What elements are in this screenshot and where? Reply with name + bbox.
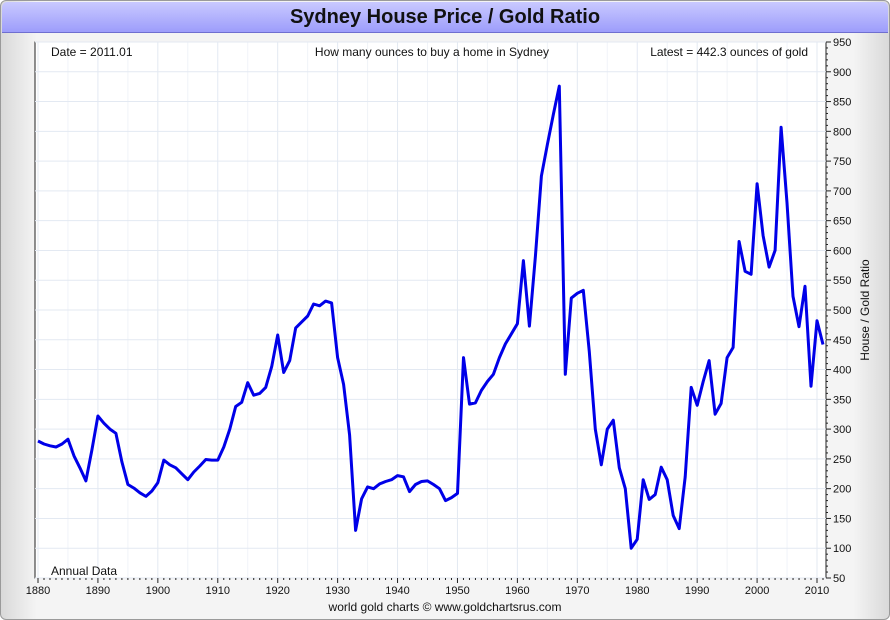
y-tick-label: 550	[833, 275, 851, 287]
grid-lines	[35, 41, 826, 579]
y-tick-label: 450	[833, 335, 851, 347]
x-tick-label: 1930	[325, 585, 349, 597]
x-tick-label: 2010	[805, 585, 829, 597]
x-tick-label: 2000	[745, 585, 769, 597]
frequency-note: Annual Data	[51, 564, 117, 578]
axis-ticks	[37, 41, 831, 583]
x-tick-label: 1980	[625, 585, 649, 597]
y-tick-label: 300	[833, 424, 851, 436]
x-tick-label: 1940	[385, 585, 409, 597]
x-tick-label: 1970	[565, 585, 589, 597]
y-tick-label: 50	[833, 573, 845, 585]
y-tick-label: 150	[833, 513, 851, 525]
chart-subtitle: How many ounces to buy a home in Sydney	[315, 45, 549, 59]
date-note: Date = 2011.01	[51, 45, 133, 59]
y-tick-label: 800	[833, 126, 851, 138]
latest-note: Latest = 442.3 ounces of gold	[650, 45, 808, 59]
x-tick-label: 1890	[86, 585, 110, 597]
y-tick-label: 200	[833, 484, 851, 496]
x-tick-label: 1900	[146, 585, 170, 597]
y-tick-label: 950	[833, 37, 851, 49]
y-tick-label: 700	[833, 186, 851, 198]
tick-labels: 1880 1890 1900 1910 1920 1930 1940 1950 1960 1970…	[26, 37, 852, 597]
y-tick-label: 350	[833, 394, 851, 406]
x-tick-label: 1910	[206, 585, 230, 597]
y-tick-label: 400	[833, 365, 851, 377]
x-tick-label: 1880	[26, 585, 50, 597]
chart-credit: world gold charts © www.goldchartsrus.co…	[328, 600, 562, 614]
title-bar: Sydney House Price / Gold Ratio	[2, 2, 888, 33]
chart-title: Sydney House Price / Gold Ratio	[289, 6, 601, 28]
y-tick-label: 250	[833, 454, 851, 466]
y-axis-label: House / Gold Ratio	[858, 259, 872, 361]
y-tick-label: 850	[833, 97, 851, 109]
y-tick-label: 900	[833, 67, 851, 79]
y-tick-label: 100	[833, 543, 851, 555]
x-tick-label: 1990	[685, 585, 709, 597]
y-tick-label: 600	[833, 245, 851, 257]
x-tick-label: 1950	[445, 585, 469, 597]
y-tick-label: 500	[833, 305, 851, 317]
series-line	[37, 84, 825, 550]
y-tick-label: 750	[833, 156, 851, 168]
x-tick-label: 1960	[505, 585, 529, 597]
x-tick-label: 1920	[265, 585, 289, 597]
y-tick-label: 650	[833, 216, 851, 228]
